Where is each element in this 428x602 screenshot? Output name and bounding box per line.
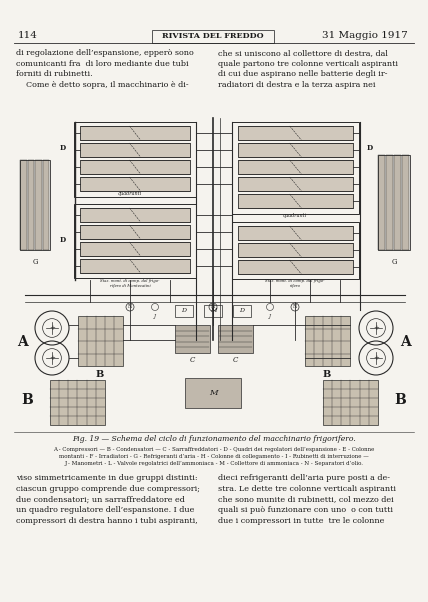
- Bar: [238, 260, 353, 274]
- Text: C: C: [232, 356, 238, 364]
- Text: +: +: [373, 325, 379, 331]
- Bar: [43, 160, 50, 250]
- Text: D: D: [60, 144, 66, 152]
- Text: M: M: [210, 308, 216, 314]
- Text: 31 Maggio 1917: 31 Maggio 1917: [322, 31, 408, 40]
- Text: +: +: [49, 325, 55, 331]
- Bar: [80, 259, 190, 273]
- Text: D: D: [240, 308, 244, 314]
- Bar: [80, 177, 190, 191]
- Text: G: G: [391, 258, 397, 266]
- Text: RIVISTA DEL FREDDO: RIVISTA DEL FREDDO: [162, 32, 264, 40]
- Bar: [152, 30, 274, 43]
- Text: N: N: [211, 305, 215, 309]
- Bar: [204, 305, 222, 317]
- Text: +: +: [373, 355, 379, 361]
- Bar: [78, 316, 123, 366]
- Bar: [395, 155, 401, 250]
- Text: D: D: [367, 144, 373, 152]
- Bar: [378, 155, 410, 250]
- Bar: [402, 155, 410, 250]
- Text: N: N: [293, 305, 297, 309]
- Bar: [232, 122, 359, 214]
- Bar: [378, 155, 386, 250]
- Text: 114: 114: [18, 31, 38, 40]
- Bar: [238, 194, 353, 208]
- Text: A - Compressori — B - Condensatori — C - Sarraffreddatori - D - Quadri dei regol: A - Compressori — B - Condensatori — C -…: [54, 447, 374, 452]
- Bar: [21, 160, 27, 250]
- Text: Staz. mont. di comp. del frigo-
rifero di Montecatini: Staz. mont. di comp. del frigo- rifero d…: [100, 279, 160, 288]
- Bar: [305, 316, 350, 366]
- Text: che si uniscono al collettore di destra, dal
quale partono tre colonne verticali: che si uniscono al collettore di destra,…: [218, 49, 398, 89]
- Bar: [233, 305, 251, 317]
- Text: montanti - F - Irradiatori - G - Refrigeranti d’aria - H - Colonne di collegamen: montanti - F - Irradiatori - G - Refrige…: [59, 454, 369, 459]
- Text: C: C: [189, 356, 195, 364]
- Bar: [80, 143, 190, 157]
- Bar: [20, 160, 50, 250]
- Bar: [80, 208, 190, 222]
- Text: Fig. 19 — Schema del ciclo di funzionamento del macchinario frigorifero.: Fig. 19 — Schema del ciclo di funzioname…: [72, 435, 356, 443]
- Text: di regolazione dell’espansione, epperò sono
comunicanti fra  di loro mediante du: di regolazione dell’espansione, epperò s…: [16, 49, 194, 89]
- Text: G: G: [32, 258, 38, 266]
- Text: quadranti: quadranti: [283, 213, 307, 217]
- Text: +: +: [49, 355, 55, 361]
- Text: M: M: [209, 389, 217, 397]
- Text: B: B: [96, 370, 104, 379]
- Text: J - Manometri - L - Valvole regolatrici dell’ammoniaca - M - Collettore di ammon: J - Manometri - L - Valvole regolatrici …: [65, 461, 363, 466]
- Bar: [238, 126, 353, 140]
- Text: D: D: [60, 236, 66, 244]
- Bar: [238, 226, 353, 240]
- Bar: [80, 242, 190, 256]
- Bar: [175, 325, 210, 353]
- Bar: [36, 160, 42, 250]
- Bar: [175, 305, 193, 317]
- Text: J: J: [269, 314, 271, 319]
- Bar: [386, 155, 393, 250]
- Bar: [28, 160, 35, 250]
- Bar: [185, 378, 241, 408]
- Text: quadranti: quadranti: [118, 191, 142, 196]
- Text: D: D: [181, 308, 187, 314]
- Bar: [218, 325, 253, 353]
- Text: B: B: [323, 370, 331, 379]
- Bar: [238, 177, 353, 191]
- Text: A: A: [17, 335, 27, 349]
- Text: viso simmetricamente in due gruppi distinti:
ciascun gruppo comprende due compre: viso simmetricamente in due gruppi disti…: [16, 474, 200, 525]
- Bar: [74, 204, 196, 278]
- Bar: [323, 380, 378, 425]
- Text: N: N: [128, 305, 132, 309]
- Text: J: J: [154, 314, 156, 319]
- Bar: [80, 126, 190, 140]
- Bar: [238, 143, 353, 157]
- Text: A: A: [400, 335, 410, 349]
- Bar: [50, 380, 105, 425]
- Text: B: B: [394, 393, 406, 407]
- Text: dieci refrigeranti dell’aria pure posti a de-
stra. Le dette tre colonne vertica: dieci refrigeranti dell’aria pure posti …: [218, 474, 396, 525]
- Bar: [74, 122, 196, 197]
- Bar: [80, 160, 190, 174]
- Text: Staz. mont. di comp. del frigo-
rifero: Staz. mont. di comp. del frigo- rifero: [265, 279, 325, 288]
- Bar: [238, 243, 353, 257]
- Bar: [232, 222, 359, 279]
- Bar: [80, 225, 190, 239]
- Bar: [238, 160, 353, 174]
- Text: B: B: [21, 393, 33, 407]
